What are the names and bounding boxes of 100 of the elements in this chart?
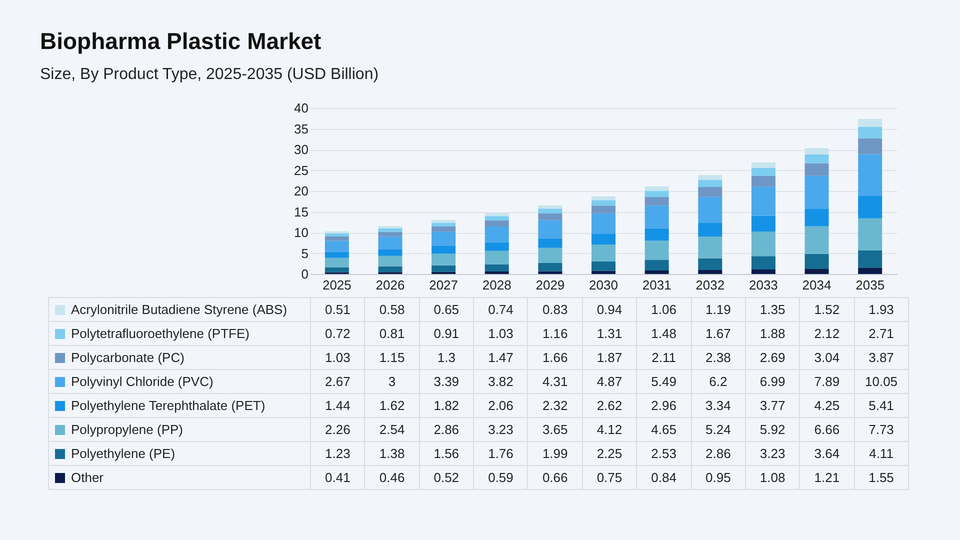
data-label: 1.16: [528, 322, 582, 346]
data-label: 2.54: [364, 418, 420, 442]
data-label: 2.32: [528, 394, 582, 418]
x-tick-label: 2034: [802, 278, 832, 292]
x-tick-label: 2031: [642, 278, 672, 292]
data-label: 0.95: [691, 466, 746, 490]
bar: [644, 206, 669, 228]
data-label: 3.64: [800, 442, 854, 466]
data-label: 5.24: [691, 418, 746, 442]
data-label: 3.23: [474, 418, 528, 442]
data-label: 3.23: [745, 442, 800, 466]
data-label: 2.96: [636, 394, 692, 418]
bar: [698, 258, 722, 270]
data-label: 1.47: [474, 346, 528, 370]
bar: [538, 220, 562, 238]
data-label: 1.62: [364, 394, 420, 418]
bar: [592, 244, 616, 262]
data-label: 0.94: [582, 298, 637, 322]
bar: [432, 246, 456, 254]
data-label: 1.52: [800, 298, 854, 322]
data-label: 1.15: [364, 346, 420, 370]
bar: [538, 208, 562, 214]
y-tick-label: 10: [294, 225, 308, 240]
data-label: 0.58: [364, 298, 420, 322]
data-label: 1.76: [474, 442, 528, 466]
data-label: 2.86: [419, 418, 474, 442]
bar: [698, 270, 722, 274]
legend-label: Polycarbonate (PC): [48, 346, 310, 370]
data-label: 2.11: [636, 346, 692, 370]
data-label: 3.87: [854, 346, 908, 370]
bar: [484, 264, 509, 272]
bar: [592, 213, 616, 234]
bar: [432, 265, 456, 272]
bar: [432, 220, 456, 223]
data-label: 7.89: [800, 370, 854, 394]
bar: [751, 186, 776, 216]
data-label: 5.49: [636, 370, 692, 394]
data-label: 0.66: [528, 466, 582, 490]
data-label: 10.05: [854, 370, 908, 394]
x-tick-label: 2033: [748, 278, 778, 292]
legend-label: Polyvinyl Chloride (PVC): [48, 370, 310, 394]
data-label: 3: [364, 370, 420, 394]
bar: [698, 175, 722, 180]
bar: [378, 226, 402, 229]
data-label: 1.88: [745, 322, 800, 346]
bar: [592, 206, 616, 214]
x-tick-label: 2028: [482, 278, 512, 292]
data-label: 0.46: [364, 466, 420, 490]
bar: [698, 186, 722, 197]
bar: [592, 200, 616, 206]
bar: [538, 248, 562, 264]
data-label: 2.86: [691, 442, 746, 466]
data-label: 0.84: [636, 466, 692, 490]
x-tick-label: 2029: [536, 278, 565, 292]
bar: [804, 154, 829, 164]
data-label: 1.82: [419, 394, 474, 418]
data-label: 4.11: [854, 442, 908, 466]
legend-label: Other: [48, 466, 310, 490]
bar: [858, 196, 882, 218]
bar: [432, 232, 456, 246]
data-label: 5.92: [745, 418, 800, 442]
data-label: 0.65: [419, 298, 474, 322]
data-label: 1.21: [800, 466, 854, 490]
bar: [858, 138, 882, 154]
bar: [751, 176, 776, 187]
bar: [592, 234, 616, 244]
data-label: 1.03: [310, 346, 365, 370]
data-label: 3.65: [528, 418, 582, 442]
x-tick-label: 2027: [429, 278, 458, 292]
bar: [484, 220, 509, 226]
data-label: 4.65: [636, 418, 692, 442]
bar: [804, 148, 829, 154]
bar: [324, 240, 349, 252]
bar: [644, 240, 669, 260]
bar: [751, 256, 776, 270]
chart-title: Biopharma Plastic Market: [40, 28, 322, 55]
data-label: 1.08: [745, 466, 800, 490]
y-tick-label: 20: [294, 184, 308, 198]
bar: [378, 256, 402, 266]
data-label: 0.83: [528, 298, 582, 322]
bar: [484, 216, 509, 220]
bar: [484, 250, 509, 264]
data-label: 3.34: [691, 394, 746, 418]
data-label: 1.38: [364, 442, 420, 466]
legend-label: Polyethylene Terephthalate (PET): [48, 394, 310, 418]
bar: [484, 212, 509, 216]
bar: [644, 190, 669, 197]
bar: [378, 249, 402, 256]
data-label: 1.56: [419, 442, 474, 466]
bar: [858, 118, 882, 127]
bar: [378, 228, 402, 232]
data-label: 1.67: [691, 322, 746, 346]
legend-label: Polypropylene (PP): [48, 418, 310, 442]
bar: [751, 168, 776, 176]
bar: [324, 233, 349, 236]
data-label: 3.04: [800, 346, 854, 370]
bar: [484, 226, 509, 242]
data-label: 3.77: [745, 394, 800, 418]
data-label: 0.59: [474, 466, 528, 490]
y-tick-label: 5: [301, 246, 308, 261]
